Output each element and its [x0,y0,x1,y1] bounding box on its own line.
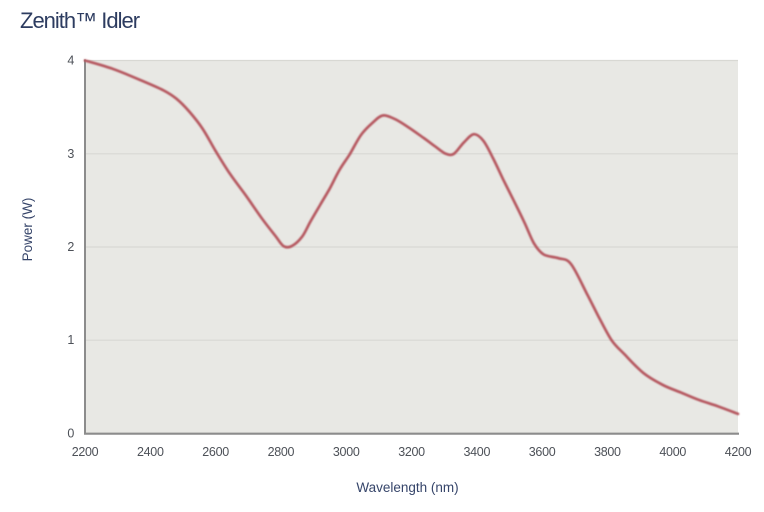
svg-text:4200: 4200 [725,445,752,459]
svg-text:3200: 3200 [398,445,425,459]
svg-text:2200: 2200 [72,445,99,459]
svg-text:4000: 4000 [659,445,686,459]
svg-text:3400: 3400 [463,445,490,459]
svg-text:0: 0 [67,427,74,441]
svg-text:Wavelength (nm): Wavelength (nm) [356,480,458,495]
svg-text:2800: 2800 [268,445,295,459]
svg-text:1: 1 [67,333,74,347]
svg-text:3800: 3800 [594,445,621,459]
svg-text:3: 3 [67,147,74,161]
svg-text:Power (W): Power (W) [20,198,35,262]
svg-text:4: 4 [67,54,74,68]
svg-text:3600: 3600 [529,445,556,459]
svg-text:3000: 3000 [333,445,360,459]
svg-text:2400: 2400 [137,445,164,459]
svg-text:2600: 2600 [202,445,229,459]
svg-text:2: 2 [67,240,74,254]
